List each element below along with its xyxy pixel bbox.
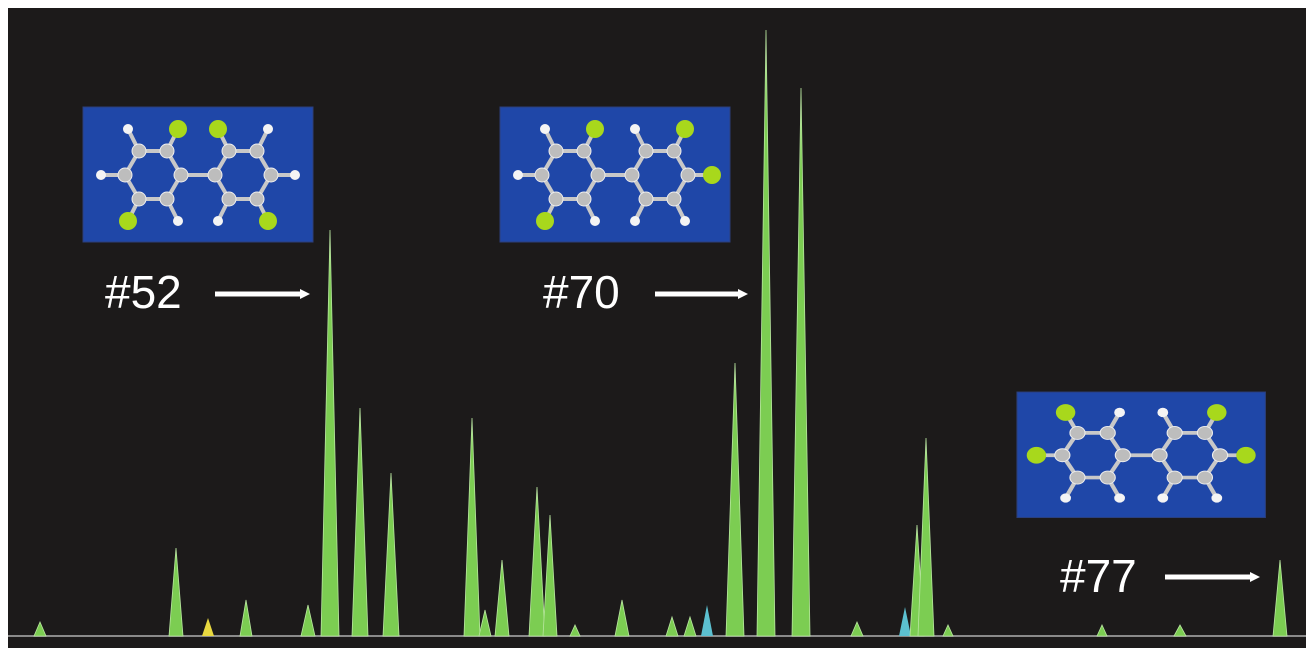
molecule-77 <box>1017 392 1265 518</box>
figure: #52 #70 #77 <box>0 0 1314 651</box>
molecule-70 <box>500 107 730 242</box>
peak-label: #77 <box>1060 550 1137 602</box>
molecule-52 <box>83 107 313 242</box>
page: #52 #70 #77 (() => { const data = JSON.p… <box>0 0 1314 651</box>
peak-label: #70 <box>543 266 620 318</box>
peak-label: #52 <box>105 266 182 318</box>
